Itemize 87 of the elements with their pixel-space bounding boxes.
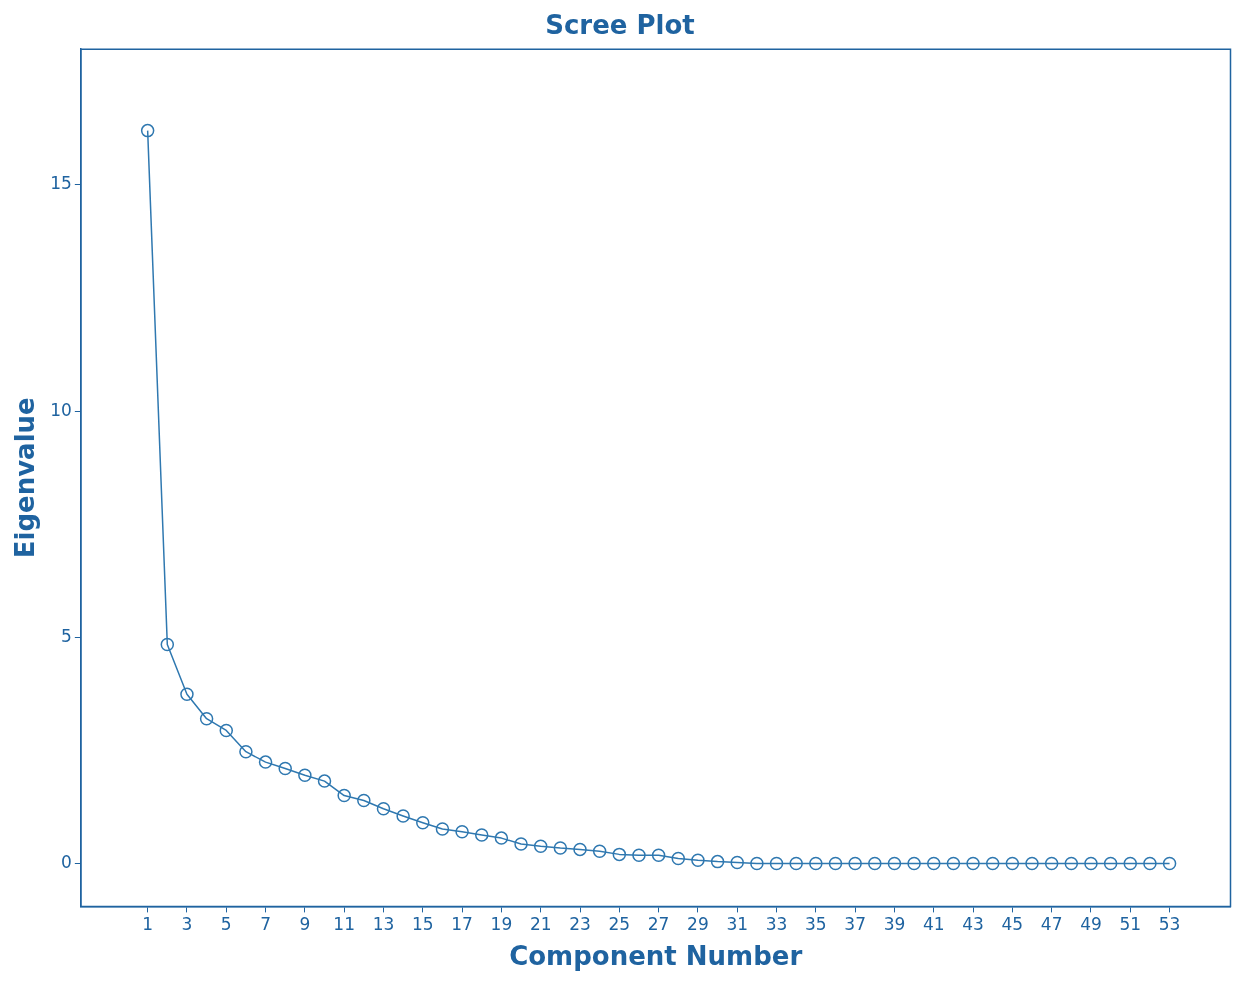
y-tick-label: 10 — [50, 399, 72, 420]
point — [848, 856, 862, 871]
point — [887, 856, 902, 871]
y-tick-label: 15 — [50, 173, 72, 194]
point — [612, 847, 627, 862]
point — [258, 755, 273, 769]
y-axis-title: Eigenvalue — [10, 397, 41, 559]
point — [1162, 856, 1177, 871]
point — [769, 856, 784, 871]
x-tick-label: 23 — [569, 914, 591, 935]
x-tick-label: 3 — [181, 914, 193, 935]
point — [1025, 856, 1039, 871]
x-tick-label: 15 — [411, 914, 434, 935]
point — [671, 851, 686, 866]
x-tick-label: 31 — [726, 914, 749, 935]
point — [376, 801, 391, 816]
point — [219, 723, 234, 738]
point — [1143, 856, 1157, 871]
point — [632, 848, 646, 863]
point — [1044, 856, 1059, 871]
point — [809, 856, 823, 871]
point — [927, 856, 941, 871]
point — [710, 854, 725, 869]
point — [435, 822, 450, 836]
x-tick-label: 47 — [1040, 914, 1063, 935]
point — [573, 842, 587, 857]
x-tick-label: 51 — [1119, 914, 1142, 935]
point — [985, 856, 1000, 871]
point — [357, 793, 371, 808]
point — [691, 853, 705, 868]
point — [278, 761, 292, 776]
point — [1123, 856, 1138, 871]
point — [750, 856, 764, 871]
x-tick-label: 9 — [299, 914, 311, 935]
x-tick-label: 17 — [451, 914, 473, 935]
x-tick-label: 43 — [962, 914, 984, 935]
x-tick-label: 29 — [687, 914, 709, 935]
x-tick-label: 21 — [529, 914, 552, 935]
point — [199, 711, 214, 726]
y-tick-label: 5 — [61, 625, 72, 646]
point — [828, 856, 843, 871]
x-tick-label: 41 — [922, 914, 945, 935]
chart-title: Scree Plot — [545, 10, 695, 41]
x-tick-label: 37 — [844, 914, 866, 935]
point — [337, 788, 351, 803]
point — [1103, 856, 1118, 871]
x-axis-title: Component Number — [509, 941, 803, 972]
point — [298, 768, 312, 782]
x-tick-label: 19 — [490, 914, 513, 935]
point — [966, 856, 980, 871]
x-tick-label: 33 — [765, 914, 788, 935]
point — [1005, 856, 1020, 871]
point — [239, 744, 253, 759]
x-tick-label: 13 — [372, 914, 395, 935]
point — [1064, 856, 1079, 871]
x-tick-label: 11 — [333, 914, 355, 935]
x-tick-label: 53 — [1158, 914, 1181, 935]
x-tick-label: 45 — [1001, 914, 1024, 935]
point — [868, 856, 882, 871]
point — [789, 856, 803, 871]
point — [317, 774, 332, 788]
point — [494, 831, 509, 845]
x-tick-label: 25 — [608, 914, 631, 935]
point — [140, 123, 155, 138]
point — [1084, 856, 1098, 871]
point — [553, 841, 568, 855]
point — [730, 855, 744, 870]
point — [180, 687, 194, 701]
x-tick-label: 7 — [260, 914, 271, 935]
x-tick-label: 49 — [1080, 914, 1102, 935]
x-tick-label: 5 — [220, 914, 232, 935]
point — [396, 809, 410, 823]
x-tick-label: 39 — [883, 914, 906, 935]
point — [514, 837, 528, 851]
x-tick-label: 27 — [647, 914, 670, 935]
point — [651, 848, 666, 863]
point — [160, 637, 175, 652]
point — [455, 825, 469, 839]
point — [946, 856, 961, 871]
x-tick-label: 1 — [142, 914, 154, 935]
point — [907, 856, 921, 871]
point — [416, 815, 430, 830]
x-tick-label: 35 — [805, 914, 827, 935]
point — [474, 828, 489, 842]
point — [533, 839, 548, 853]
point — [592, 844, 607, 858]
y-tick-label: 0 — [61, 851, 72, 872]
